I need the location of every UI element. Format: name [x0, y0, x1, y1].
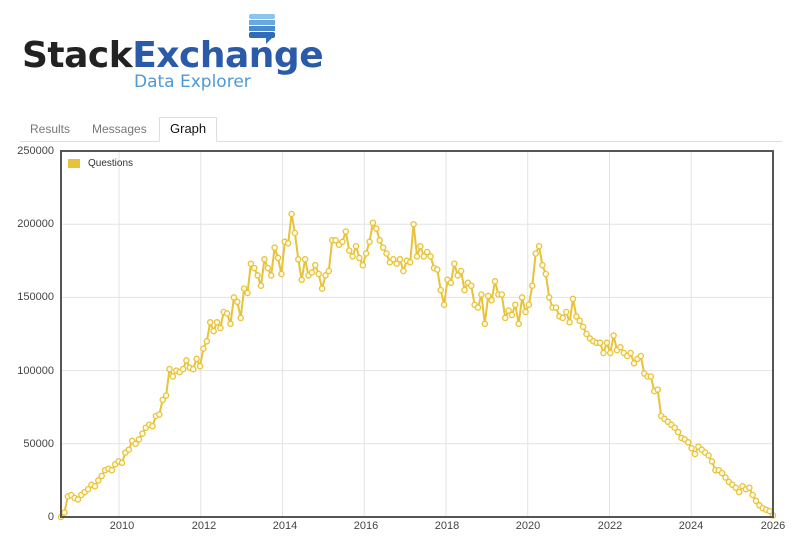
tab-messages[interactable]: Messages [92, 122, 147, 136]
series-questions [57, 210, 777, 521]
legend-label: Questions [88, 158, 134, 169]
result-tabs: Results Messages Graph [20, 117, 782, 142]
x-tick-label: 2024 [678, 520, 704, 532]
gridlines [61, 151, 773, 517]
logo-exchange-text: Exchange [132, 35, 324, 76]
legend: Questions [68, 158, 133, 169]
questions-chart: 250000 200000 150000 100000 50000 0 2010… [0, 145, 800, 537]
y-tick-label: 150000 [17, 291, 54, 303]
tab-results[interactable]: Results [30, 122, 71, 136]
logo-stack-text: Stack [22, 35, 133, 76]
y-tick-label: 0 [47, 511, 54, 523]
logo-subtitle: Data Explorer [134, 72, 251, 92]
tab-graph[interactable]: Graph [159, 117, 218, 142]
plot-frame [60, 150, 774, 518]
y-tick-label: 200000 [17, 218, 54, 230]
x-tick-label: 2026 [760, 520, 786, 532]
legend-swatch-icon [68, 159, 80, 168]
x-tick-label: 2014 [272, 520, 298, 532]
x-tick-label: 2012 [191, 520, 217, 532]
y-tick-label: 250000 [17, 145, 54, 157]
stack-icon [249, 14, 275, 44]
logo-wordmark: StackExchange [22, 35, 324, 76]
plot-area [57, 150, 777, 521]
y-tick-label: 50000 [23, 438, 54, 450]
x-tick-label: 2020 [515, 520, 541, 532]
x-tick-label: 2010 [109, 520, 135, 532]
logo[interactable]: StackExchange Data Explorer [22, 14, 324, 94]
x-tick-label: 2018 [434, 520, 460, 532]
x-tick-label: 2016 [353, 520, 379, 532]
x-tick-label: 2022 [597, 520, 623, 532]
y-tick-label: 100000 [17, 365, 54, 377]
